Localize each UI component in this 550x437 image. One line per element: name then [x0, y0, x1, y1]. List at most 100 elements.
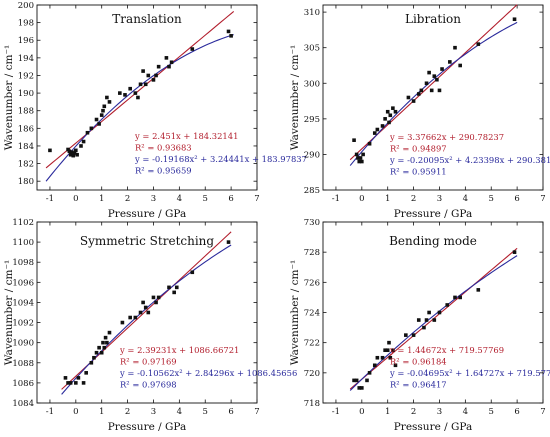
- fit-annotation: y = -0.20095x² + 4.23398x + 290.38161: [389, 155, 550, 165]
- data-point: [411, 333, 416, 337]
- y-tick-label: 198: [18, 19, 34, 29]
- data-point: [360, 159, 364, 164]
- data-point: [81, 381, 86, 385]
- y-tick-label: 718: [304, 399, 320, 409]
- data-point: [388, 355, 393, 360]
- y-tick-label: 188: [18, 107, 34, 117]
- data-point: [94, 350, 99, 355]
- data-point: [103, 335, 108, 340]
- data-point: [190, 270, 195, 275]
- data-point: [385, 348, 390, 353]
- data-point: [67, 149, 72, 154]
- x-tick-label: 2: [411, 407, 416, 417]
- quadratic-fit-line: [349, 255, 518, 391]
- data-point: [416, 318, 421, 322]
- x-axis-label: Pressure / GPa: [108, 421, 187, 433]
- x-tick-label: 7: [254, 194, 259, 204]
- y-tick-label: 192: [18, 71, 34, 81]
- data-point: [361, 152, 365, 157]
- data-point: [367, 141, 372, 146]
- data-point: [71, 153, 76, 158]
- y-tick-label: 724: [304, 309, 320, 319]
- fit-annotation: R² = 0.94897: [390, 144, 447, 154]
- data-point: [99, 350, 104, 355]
- data-point: [226, 29, 231, 34]
- y-tick-label: 190: [18, 89, 34, 99]
- y-tick-label: 1092: [12, 319, 34, 329]
- data-point: [367, 371, 372, 375]
- data-point: [387, 340, 391, 345]
- data-point: [133, 91, 138, 95]
- x-tick-label: 3: [151, 407, 156, 417]
- data-point: [143, 305, 148, 310]
- x-tick-label: -1: [46, 194, 54, 204]
- x-axis-label: Pressure / GPa: [394, 421, 473, 433]
- x-tick-label: 1: [99, 194, 104, 204]
- data-point: [79, 144, 83, 148]
- x-tick-label: 1: [99, 407, 104, 417]
- data-point: [476, 288, 481, 292]
- data-point: [372, 363, 377, 368]
- data-point: [427, 310, 431, 315]
- data-point: [388, 113, 393, 118]
- y-tick-label: 310: [304, 8, 320, 18]
- x-tick-label: 5: [489, 407, 494, 417]
- data-point: [458, 295, 462, 300]
- data-point: [174, 285, 179, 290]
- panel-3: -1 0 1 2 3 4 5 6 7 1084 1086 1088 1090 1092 1094 1096 10…: [3, 218, 297, 433]
- data-point: [437, 310, 442, 315]
- fit-annotation: R² = 0.97169: [120, 357, 177, 367]
- data-point: [97, 345, 101, 350]
- y-axis-label: Wavenumber / cm⁻¹: [3, 260, 15, 366]
- data-point: [74, 148, 78, 153]
- y-tick-label: 194: [18, 54, 34, 64]
- y-axis-label: Wavenumber / cm⁻¹: [289, 45, 301, 151]
- data-point: [435, 77, 439, 82]
- data-point: [416, 92, 421, 96]
- fit-annotation: R² = 0.96184: [390, 357, 447, 367]
- x-tick-label: -1: [332, 407, 340, 417]
- panel-4: -1 0 1 2 3 4 5 6 7 718 720 722 724 726 728 730 Bending m…: [289, 218, 550, 433]
- data-point: [404, 333, 408, 337]
- fit-annotation: R² = 0.95911: [390, 167, 447, 177]
- chart-title: Libration: [405, 12, 461, 26]
- data-point: [375, 355, 380, 360]
- y-tick-label: 1088: [12, 359, 34, 369]
- data-point: [128, 315, 132, 320]
- data-point: [105, 340, 109, 345]
- data-point: [437, 88, 442, 93]
- x-tick-label: 6: [228, 194, 233, 204]
- fit-annotation: y = 3.37662x + 290.78237: [389, 132, 504, 142]
- data-point: [85, 130, 90, 135]
- data-point: [411, 99, 416, 103]
- chart-title: Symmetric Stretching: [80, 234, 215, 248]
- data-point: [383, 348, 387, 353]
- data-point: [68, 152, 73, 157]
- y-tick-label: 1090: [12, 339, 34, 349]
- data-point: [512, 17, 517, 22]
- data-point: [141, 300, 145, 305]
- y-tick-label: 300: [304, 79, 320, 89]
- data-point: [81, 139, 86, 144]
- data-point: [169, 60, 174, 65]
- chart-title: Translation: [112, 12, 182, 26]
- panel-2: -1 0 1 2 3 4 5 6 7 285 290 295 300 305 310 Libration Pre…: [289, 4, 550, 220]
- data-point: [432, 74, 437, 78]
- fit-annotation: y = -0.19168x² + 3.24441x + 183.97837: [134, 154, 307, 164]
- fit-annotation: R² = 0.96417: [390, 380, 447, 390]
- data-point: [107, 330, 112, 335]
- data-point: [391, 106, 395, 110]
- fit-annotation: R² = 0.97698: [120, 380, 177, 390]
- x-tick-label: -1: [46, 407, 54, 417]
- y-tick-label: 295: [304, 115, 320, 125]
- data-point: [133, 315, 138, 320]
- y-tick-label: 1098: [12, 258, 34, 268]
- x-tick-label: 1: [385, 194, 390, 204]
- data-point: [72, 151, 77, 155]
- data-point: [164, 56, 169, 60]
- data-point: [156, 295, 161, 300]
- data-point: [89, 360, 94, 365]
- fit-annotation: y = -0.04695x² + 1.64727x + 719.57769: [389, 368, 550, 378]
- data-point: [360, 386, 364, 390]
- y-tick-label: 196: [18, 36, 34, 46]
